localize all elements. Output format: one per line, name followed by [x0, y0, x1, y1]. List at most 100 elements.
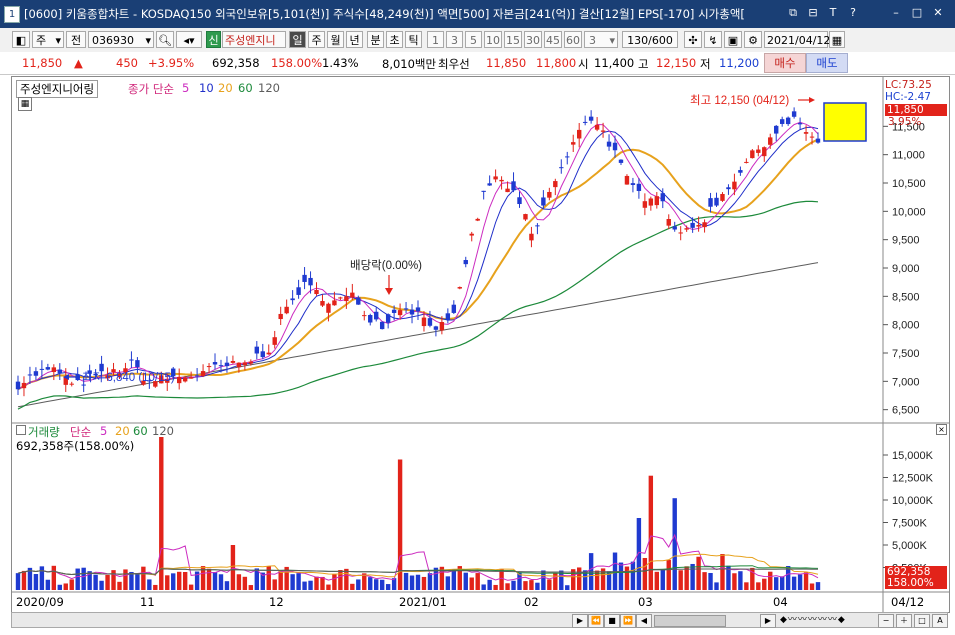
chart-scrollbar[interactable]: ▶ ⏪ ■ ⏩ ◀ ▶ ◆〰〰〰〰〰◆ − ＋ □ A	[11, 612, 948, 628]
volume-ma5-label: 5	[100, 424, 108, 438]
volume-bar	[93, 574, 98, 590]
interval-1[interactable]: 1	[427, 31, 444, 48]
candle-body	[553, 181, 558, 188]
candle-body	[582, 121, 588, 123]
interval-30[interactable]: 30	[524, 31, 542, 48]
window-icon-3[interactable]: T	[829, 6, 837, 19]
speaker-icon[interactable]: ◂▾	[176, 31, 202, 48]
candle-body	[409, 309, 415, 315]
candle-body	[457, 287, 462, 289]
volume-bar	[630, 561, 636, 590]
volume-bar	[356, 579, 361, 590]
stock-name-field[interactable]: 주성엔지니	[222, 31, 286, 48]
text-size-icon[interactable]: A	[932, 614, 948, 628]
chart-area[interactable]: 11,500 11,000 10,500 10,000 9,500 9,000 8,500 8…	[11, 76, 950, 613]
candle-body	[756, 149, 761, 153]
candle-body	[618, 159, 624, 163]
volume-ma5-line	[17, 533, 819, 581]
open-value: 11,400	[594, 56, 635, 70]
help-icon[interactable]: ?	[850, 6, 856, 19]
date-field[interactable]: 2021/04/12	[764, 31, 830, 48]
interval-15[interactable]: 15	[504, 31, 522, 48]
zoom-in-icon[interactable]: ＋	[896, 614, 912, 628]
search-icon[interactable]: 🔍︎	[156, 31, 174, 48]
volume-bar	[803, 572, 809, 590]
stop-icon[interactable]: ■	[604, 614, 620, 628]
scroll-left-icon[interactable]: ◀	[636, 614, 652, 628]
period-tick-tab[interactable]: 틱	[405, 31, 422, 48]
interval-3[interactable]: 3	[446, 31, 463, 48]
volume-bar	[385, 584, 391, 590]
interval-select[interactable]: 3 ▾	[584, 31, 618, 48]
prefix-button[interactable]: 전	[66, 31, 86, 48]
x-label-2: 12	[269, 595, 284, 609]
candle-body	[272, 337, 277, 345]
candle-body	[726, 187, 731, 190]
chart-canvas[interactable]: 11,500 11,000 10,500 10,000 9,500 9,000 8,500 8…	[12, 77, 949, 612]
sell-button[interactable]: 매도	[806, 53, 848, 73]
calendar-icon[interactable]: ▦	[829, 31, 845, 48]
ma-label: 종가 단순	[128, 82, 174, 96]
volume-panel-icon[interactable]	[16, 425, 26, 435]
window-title: [0600] 키움종합차트 - KOSDAQ150 외국인보유[5,101(천)…	[24, 7, 745, 21]
period-month-tab[interactable]: 월	[327, 31, 344, 48]
candle-body	[547, 191, 552, 198]
volume-bar	[171, 573, 176, 590]
buy-button[interactable]: 매수	[764, 53, 806, 73]
interval-45[interactable]: 45	[544, 31, 562, 48]
ma60-line	[17, 200, 819, 410]
scroll-right-icon[interactable]: ▶	[760, 614, 776, 628]
candle-body	[415, 307, 421, 312]
layout-icon[interactable]: ◧	[12, 31, 30, 48]
period-second-tab[interactable]: 초	[386, 31, 403, 48]
candle-body	[762, 147, 767, 157]
minimize-button[interactable]: –	[893, 6, 899, 19]
volume-bar	[559, 570, 564, 590]
volume-bar	[797, 574, 803, 590]
scroll-next-icon[interactable]: ⏩	[620, 614, 636, 628]
window-icon-2[interactable]: ⊟	[808, 6, 818, 19]
volume-bar	[129, 571, 134, 590]
volume-label: 거래량	[28, 425, 60, 439]
stock-label-box[interactable]: 주성엔지니어링	[16, 80, 99, 98]
interval-10[interactable]: 10	[484, 31, 502, 48]
interval-5[interactable]: 5	[465, 31, 482, 48]
volume-bar	[481, 584, 486, 590]
zoom-out-icon[interactable]: −	[878, 614, 894, 628]
candle-body	[57, 369, 62, 374]
period-week-tab[interactable]: 주	[308, 31, 325, 48]
candle-body	[541, 197, 546, 206]
volume-bar	[421, 576, 427, 590]
price-tick-label: 10,500	[892, 178, 926, 190]
count-field[interactable]: 130/600	[622, 31, 678, 48]
scroll-thumb[interactable]	[654, 615, 726, 627]
scroll-prev-icon[interactable]: ⏪	[588, 614, 604, 628]
volume-bar	[278, 570, 283, 590]
period-year-tab[interactable]: 년	[346, 31, 363, 48]
market-select[interactable]: 주 ▾	[32, 31, 64, 48]
grid-toggle-icon[interactable]: ▦	[18, 97, 32, 111]
volume-bar	[200, 566, 206, 590]
window-icon-1[interactable]: ⧉	[789, 6, 797, 19]
candle-body	[338, 297, 343, 299]
scroll-left-end-icon[interactable]: ▶	[572, 614, 588, 628]
candle-body	[517, 197, 522, 205]
candle-body	[648, 198, 654, 206]
save-icon[interactable]: ▣	[724, 31, 742, 48]
indicator-icon[interactable]: ↯	[704, 31, 722, 48]
candle-body	[391, 309, 397, 313]
maximize-button[interactable]: □	[911, 6, 923, 19]
crosshair-icon[interactable]: ✣	[684, 31, 702, 48]
period-day-tab[interactable]: 일	[289, 31, 306, 48]
panel-close-icon[interactable]: ×	[936, 424, 947, 435]
stock-code-input[interactable]: 036930 ▾	[88, 31, 154, 48]
reset-icon[interactable]: □	[914, 614, 930, 628]
close-button[interactable]: ✕	[933, 6, 943, 19]
candle-body	[439, 322, 445, 331]
candle-body	[290, 298, 295, 301]
zoom-slider[interactable]: ◆〰〰〰〰〰◆	[780, 615, 846, 625]
interval-60[interactable]: 60	[564, 31, 582, 48]
period-minute-tab[interactable]: 분	[367, 31, 384, 48]
gear-icon[interactable]: ⚙	[744, 31, 762, 48]
candle-body	[636, 183, 642, 192]
